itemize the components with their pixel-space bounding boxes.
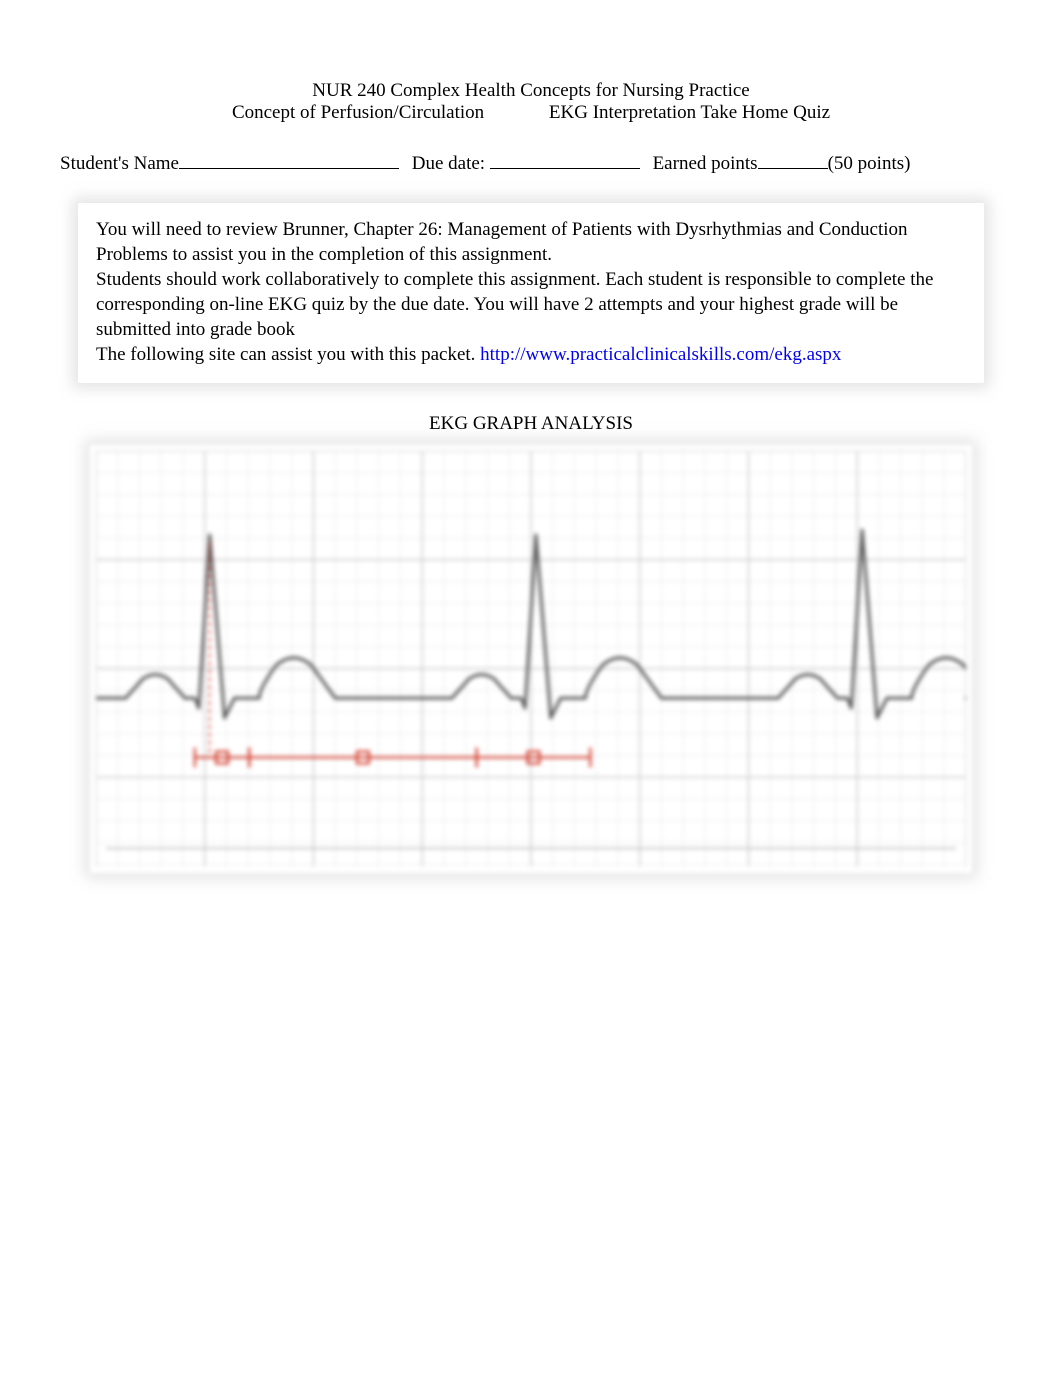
name-label: Student's Name (60, 153, 179, 175)
due-label: Due date: (407, 153, 490, 175)
earned-points-field[interactable] (758, 148, 828, 169)
course-title: NUR 240 Complex Health Concepts for Nurs… (60, 80, 1002, 102)
name-field[interactable] (179, 148, 399, 169)
instructions-line-3: The following site can assist you with t… (96, 342, 966, 367)
reference-link[interactable]: http://www.practicalclinicalskills.com/e… (480, 344, 841, 365)
instructions-line-3-prefix: The following site can assist you with t… (96, 344, 480, 365)
instructions-line-2: Students should work collaboratively to … (96, 267, 966, 342)
subtitle-right: EKG Interpretation Take Home Quiz (549, 102, 830, 124)
instructions-box: You will need to review Brunner, Chapter… (78, 203, 984, 383)
due-date-field[interactable] (490, 148, 640, 169)
ekg-graph (90, 445, 972, 872)
section-title: EKG GRAPH ANALYSIS (60, 413, 1002, 435)
subtitle-left: Concept of Perfusion/Circulation (232, 102, 484, 124)
points-suffix: (50 points) (828, 153, 911, 175)
ekg-svg (96, 451, 966, 866)
instructions-line-1: You will need to review Brunner, Chapter… (96, 217, 966, 267)
form-row: Student's Name Due date: Earned points (… (60, 148, 1002, 175)
earned-label: Earned points (648, 153, 758, 175)
